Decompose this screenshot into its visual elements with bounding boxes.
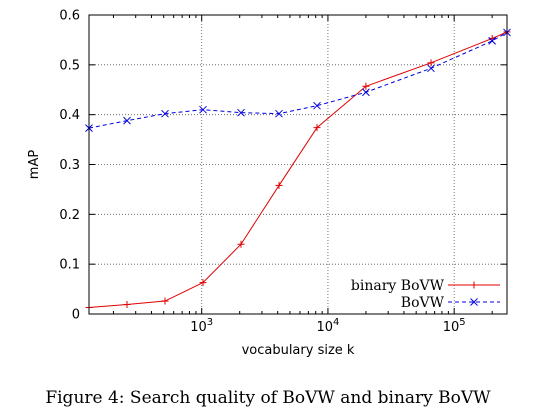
y-tick-label: 0 xyxy=(72,308,80,323)
legend-label: BoVW xyxy=(401,295,445,311)
x-tick-label: 103 xyxy=(190,317,213,335)
y-tick-label: 0.3 xyxy=(59,158,80,173)
y-tick-label: 0.6 xyxy=(59,9,80,24)
marker-cross xyxy=(488,37,497,45)
marker-cross xyxy=(199,105,207,114)
x-tick-label: 105 xyxy=(443,317,466,335)
y-tick-label: 0.2 xyxy=(59,208,80,223)
legend-label: binary BoVW xyxy=(351,278,445,294)
plot-frame xyxy=(88,14,508,315)
chart: 0 0.1 0.2 0.3 0.4 0.5 0.6 103 104 105 binary BoVW… xyxy=(27,9,511,358)
y-axis-title: mAP xyxy=(27,150,42,180)
figure-caption: Figure 4: Search quality of BoVW and bin… xyxy=(45,388,491,408)
marker-cross xyxy=(161,109,169,118)
marker-cross xyxy=(427,64,435,73)
series-0 xyxy=(85,28,511,312)
x-axis-title: vocabulary size k xyxy=(242,343,355,358)
y-tick-label: 0.5 xyxy=(59,58,80,73)
marker-cross xyxy=(362,88,370,97)
y-tick-label: 0.1 xyxy=(59,258,80,273)
series-layer xyxy=(85,28,511,312)
marker-cross xyxy=(313,101,321,110)
y-tick-label: 0.4 xyxy=(59,108,80,123)
axis-ticks: 0 0.1 0.2 0.3 0.4 0.5 0.6 103 104 105 xyxy=(59,9,507,335)
marker-cross xyxy=(275,109,283,118)
series-1 xyxy=(85,28,511,132)
series-line xyxy=(88,32,508,129)
grid xyxy=(89,15,507,314)
marker-cross xyxy=(237,108,245,117)
series-line xyxy=(88,31,508,309)
x-tick-label: 104 xyxy=(316,317,339,335)
marker-cross xyxy=(123,116,131,125)
marker-cross xyxy=(470,298,478,306)
